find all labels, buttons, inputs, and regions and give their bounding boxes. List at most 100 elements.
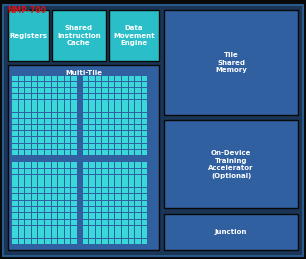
Bar bbox=[19, 88, 24, 93]
Bar bbox=[65, 82, 70, 87]
Bar bbox=[89, 226, 95, 232]
Bar bbox=[109, 213, 114, 219]
Bar bbox=[102, 226, 108, 232]
Bar bbox=[45, 76, 50, 81]
Bar bbox=[102, 239, 108, 244]
Bar bbox=[96, 194, 101, 200]
Bar bbox=[65, 207, 70, 212]
Bar bbox=[58, 143, 64, 149]
Bar bbox=[83, 182, 88, 187]
Bar bbox=[83, 106, 88, 112]
Bar bbox=[45, 194, 50, 200]
Bar bbox=[135, 162, 141, 168]
Bar bbox=[83, 169, 88, 174]
Bar bbox=[25, 207, 31, 212]
Bar bbox=[52, 220, 57, 225]
Bar bbox=[96, 169, 101, 174]
Bar bbox=[58, 125, 64, 130]
Bar bbox=[19, 182, 24, 187]
Bar bbox=[83, 162, 88, 168]
Bar bbox=[65, 220, 70, 225]
Bar bbox=[129, 76, 134, 81]
Bar bbox=[32, 76, 37, 81]
Bar bbox=[129, 113, 134, 118]
Bar bbox=[129, 143, 134, 149]
Bar bbox=[83, 226, 88, 232]
Bar bbox=[135, 82, 141, 87]
Bar bbox=[12, 125, 18, 130]
Bar bbox=[135, 143, 141, 149]
Bar bbox=[135, 106, 141, 112]
Bar bbox=[102, 125, 108, 130]
Bar bbox=[142, 220, 147, 225]
Bar bbox=[89, 200, 95, 206]
Bar bbox=[109, 182, 114, 187]
Bar bbox=[52, 182, 57, 187]
Bar bbox=[45, 82, 50, 87]
Bar bbox=[96, 162, 101, 168]
Bar bbox=[135, 131, 141, 136]
Bar bbox=[89, 233, 95, 238]
Bar bbox=[12, 143, 18, 149]
Bar bbox=[115, 213, 121, 219]
Bar bbox=[45, 113, 50, 118]
Bar bbox=[71, 150, 77, 155]
Bar bbox=[129, 100, 134, 105]
Bar bbox=[122, 188, 128, 193]
Bar bbox=[142, 200, 147, 206]
Bar bbox=[83, 137, 88, 143]
Bar bbox=[122, 106, 128, 112]
Bar bbox=[19, 100, 24, 105]
Bar bbox=[19, 94, 24, 99]
Bar bbox=[52, 76, 57, 81]
Bar bbox=[115, 76, 121, 81]
Bar bbox=[115, 194, 121, 200]
Bar bbox=[83, 125, 88, 130]
Bar bbox=[129, 220, 134, 225]
Bar bbox=[109, 175, 114, 181]
Bar bbox=[65, 182, 70, 187]
Bar bbox=[32, 143, 37, 149]
Bar bbox=[96, 94, 101, 99]
Bar bbox=[102, 162, 108, 168]
Bar bbox=[52, 94, 57, 99]
Bar bbox=[39, 182, 44, 187]
Bar bbox=[25, 233, 31, 238]
Bar bbox=[109, 106, 114, 112]
Bar bbox=[58, 100, 64, 105]
Bar bbox=[122, 143, 128, 149]
Bar bbox=[58, 194, 64, 200]
Bar bbox=[102, 100, 108, 105]
Bar bbox=[83, 100, 88, 105]
Bar bbox=[115, 188, 121, 193]
Bar bbox=[12, 150, 18, 155]
Bar bbox=[58, 233, 64, 238]
Text: Shared
Instruction
Cache: Shared Instruction Cache bbox=[57, 25, 101, 46]
Bar bbox=[102, 169, 108, 174]
Bar bbox=[109, 125, 114, 130]
Bar bbox=[109, 76, 114, 81]
Bar bbox=[45, 169, 50, 174]
Bar bbox=[45, 226, 50, 232]
Bar bbox=[12, 200, 18, 206]
Bar bbox=[102, 150, 108, 155]
Bar bbox=[32, 175, 37, 181]
Bar bbox=[109, 226, 114, 232]
Bar bbox=[135, 239, 141, 244]
Bar bbox=[115, 94, 121, 99]
Bar bbox=[96, 188, 101, 193]
Bar bbox=[83, 150, 88, 155]
Bar bbox=[39, 150, 44, 155]
Bar bbox=[135, 100, 141, 105]
Bar bbox=[129, 82, 134, 87]
Bar bbox=[65, 169, 70, 174]
Bar bbox=[102, 131, 108, 136]
Bar bbox=[32, 194, 37, 200]
Bar bbox=[52, 88, 57, 93]
Bar bbox=[122, 137, 128, 143]
Bar bbox=[122, 207, 128, 212]
Bar bbox=[83, 188, 88, 193]
Bar bbox=[142, 143, 147, 149]
Bar bbox=[32, 182, 37, 187]
Bar bbox=[71, 239, 77, 244]
